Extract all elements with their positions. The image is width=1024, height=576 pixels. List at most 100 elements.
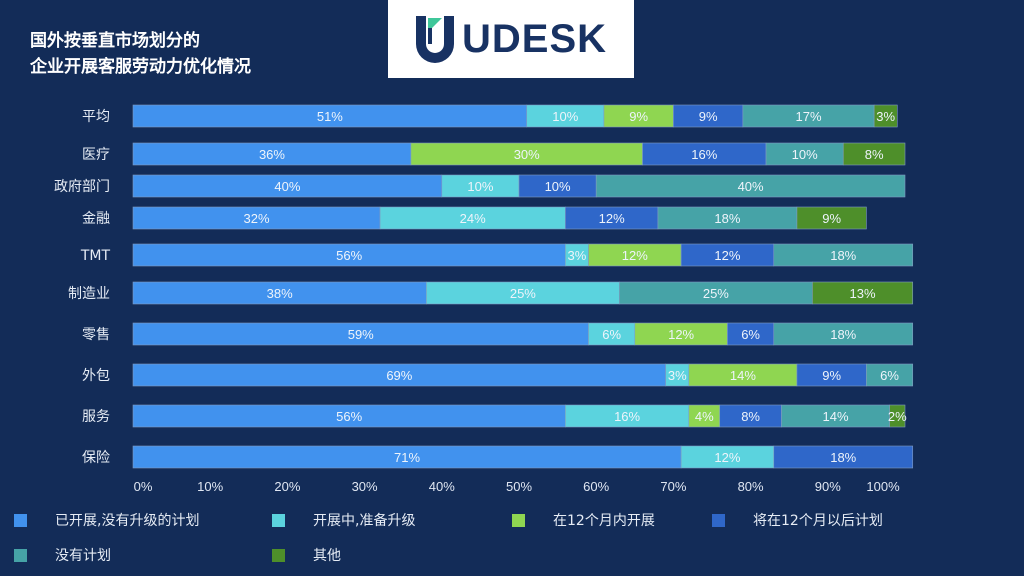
data-label: 71% (394, 450, 420, 465)
legend-item: 在12个月内开展 (512, 509, 655, 531)
data-label: 13% (850, 286, 876, 301)
x-tick-label: 100% (866, 479, 900, 494)
data-label: 18% (714, 211, 740, 226)
data-label: 3% (568, 248, 587, 263)
data-label: 10% (545, 179, 571, 194)
data-label: 56% (336, 248, 362, 263)
data-label: 6% (880, 368, 899, 383)
data-label: 10% (467, 179, 493, 194)
data-label: 16% (614, 409, 640, 424)
legend-swatch-icon (272, 513, 285, 527)
data-label: 8% (865, 147, 884, 162)
data-label: 12% (714, 248, 740, 263)
data-label: 56% (336, 409, 362, 424)
data-label: 12% (622, 248, 648, 263)
category-label: 医疗 (82, 147, 110, 163)
category-label: TMT (80, 248, 111, 264)
stacked-bar-chart: 平均 51% 10% 9% 9% 17% 3% 医疗 36% 30% 16% 10% 8% 政府部门 40%… (54, 104, 914, 494)
bar-segment (773, 322, 914, 346)
bar-segment (812, 281, 914, 305)
data-label: 30% (514, 147, 540, 162)
legend-item: 没有计划 (14, 544, 111, 566)
category-label: 服务 (82, 409, 110, 425)
data-label: 24% (460, 211, 486, 226)
x-tick-label: 10% (197, 479, 223, 494)
category-label: 制造业 (68, 286, 110, 302)
category-label: 金融 (82, 211, 110, 227)
legend-label: 将在12个月以后计划 (753, 513, 883, 529)
legend-item: 已开展,没有升级的计划 (14, 509, 199, 531)
data-label: 10% (792, 147, 818, 162)
legend-label: 开展中,准备升级 (313, 513, 416, 529)
data-label: 40% (738, 179, 764, 194)
data-label: 25% (510, 286, 536, 301)
x-tick-label: 90% (815, 479, 841, 494)
data-label: 12% (599, 211, 625, 226)
legend-label: 其他 (313, 548, 341, 564)
legend-label: 在12个月内开展 (553, 513, 655, 529)
data-label: 51% (317, 109, 343, 124)
data-label: 12% (668, 327, 694, 342)
legend-swatch-icon (712, 513, 725, 527)
legend-swatch-icon (14, 548, 27, 562)
legend-label: 没有计划 (55, 548, 111, 564)
x-tick-label: 40% (429, 479, 455, 494)
x-tick-label: 0% (134, 479, 153, 494)
data-label: 10% (552, 109, 578, 124)
data-label: 38% (267, 286, 293, 301)
data-label: 9% (822, 211, 841, 226)
data-label: 9% (822, 368, 841, 383)
category-label: 外包 (82, 368, 110, 384)
bar-segment (773, 445, 914, 469)
data-label: 12% (714, 450, 740, 465)
legend-item: 将在12个月以后计划 (712, 509, 883, 531)
x-tick-label: 70% (660, 479, 686, 494)
legend-label: 已开展,没有升级的计划 (55, 513, 200, 529)
chart-title-line-2: 企业开展客服劳动力优化情况 (30, 57, 251, 77)
legend-item: 其他 (272, 544, 341, 566)
bar-segment (873, 104, 898, 128)
x-tick-label: 60% (583, 479, 609, 494)
legend-swatch-icon (14, 513, 27, 527)
logo-text: UDESK (462, 17, 608, 61)
chart-title-line-1: 国外按垂直市场划分的 (30, 31, 200, 51)
bar-segment (773, 243, 914, 267)
data-label: 6% (602, 327, 621, 342)
x-tick-label: 80% (738, 479, 764, 494)
data-label: 4% (695, 409, 714, 424)
data-label: 14% (823, 409, 849, 424)
bar-segment (796, 206, 867, 230)
udesk-logo-icon (416, 16, 454, 63)
data-label: 17% (795, 109, 821, 124)
legend-item: 开展中,准备升级 (272, 509, 415, 531)
bar-segment (889, 404, 906, 428)
data-label: 18% (830, 327, 856, 342)
data-label: 59% (348, 327, 374, 342)
data-label: 9% (629, 109, 648, 124)
data-label: 3% (876, 109, 895, 124)
bar-segment (595, 174, 906, 198)
data-label: 3% (668, 368, 687, 383)
bar-segment (866, 363, 914, 387)
data-label: 2% (888, 409, 907, 424)
legend-swatch-icon (272, 548, 285, 562)
data-label: 9% (699, 109, 718, 124)
data-label: 8% (741, 409, 760, 424)
udesk-logo: UDESK (388, 0, 634, 78)
data-label: 40% (274, 179, 300, 194)
legend-swatch-icon (512, 513, 525, 527)
legend: 已开展,没有升级的计划 开展中,准备升级 在12个月内开展 将在12个月以后计划没有计… (0, 505, 1024, 576)
x-tick-label: 50% (506, 479, 532, 494)
category-label: 零售 (82, 327, 110, 343)
data-label: 14% (730, 368, 756, 383)
bar-segment (842, 142, 906, 166)
x-tick-label: 30% (352, 479, 378, 494)
data-label: 18% (830, 450, 856, 465)
category-label: 平均 (82, 109, 110, 125)
data-label: 25% (703, 286, 729, 301)
data-label: 6% (741, 327, 760, 342)
data-label: 18% (830, 248, 856, 263)
chart-title: 国外按垂直市场划分的 企业开展客服劳动力优化情况 (30, 28, 251, 80)
data-label: 16% (691, 147, 717, 162)
x-tick-label: 20% (274, 479, 300, 494)
